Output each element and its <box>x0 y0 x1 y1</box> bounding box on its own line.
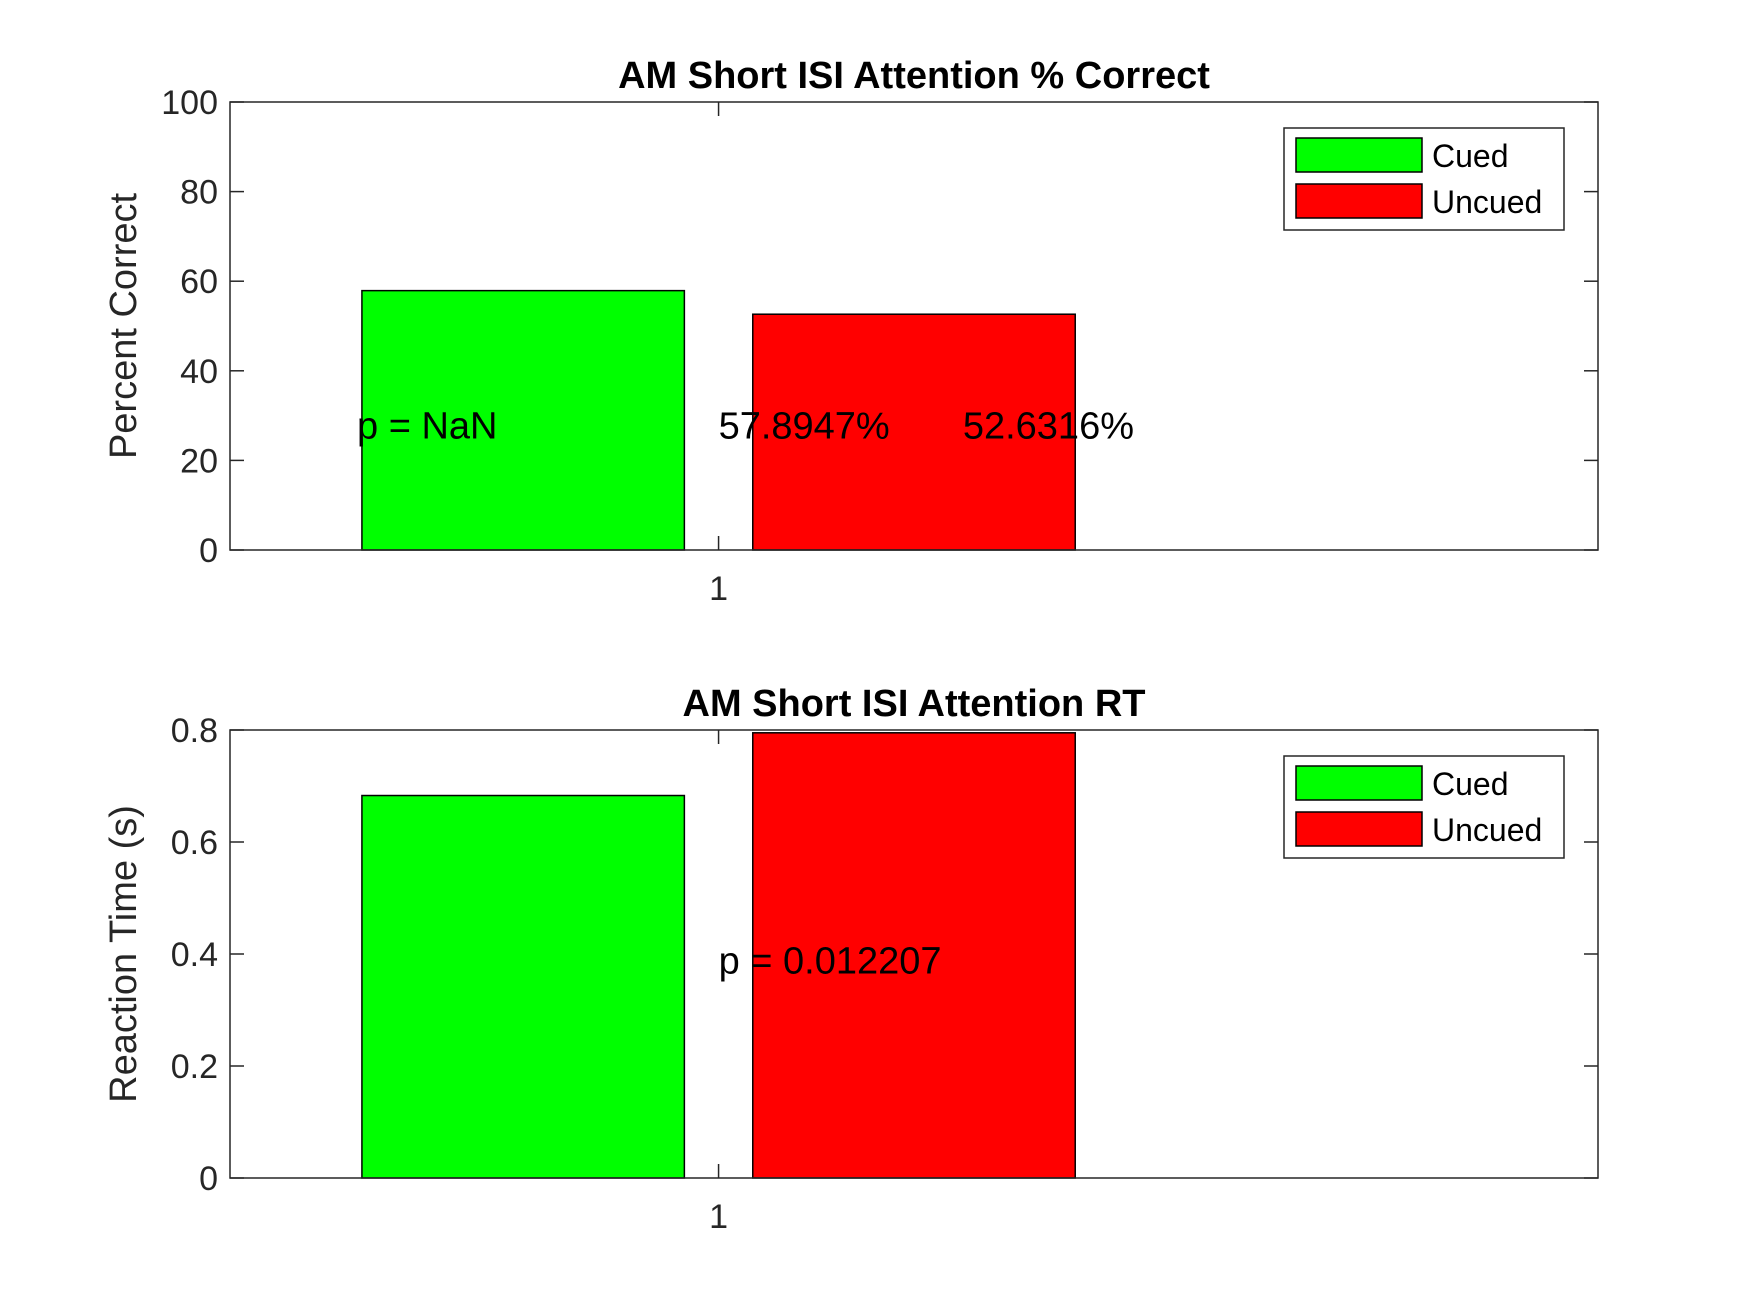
legend-label-cued: Cued <box>1432 766 1509 802</box>
x-tick-label: 1 <box>709 570 728 608</box>
annotation-text: 57.8947% <box>719 406 890 448</box>
axes-box <box>229 101 1599 551</box>
x-tick-label: 1 <box>709 1198 728 1236</box>
bar-cued <box>361 794 686 1179</box>
legend-label-uncued: Uncued <box>1432 812 1542 848</box>
legend: Cued Uncued <box>1283 755 1565 859</box>
y-tick-label: 80 <box>180 174 218 212</box>
annotation-text: p = 0.012207 <box>719 941 942 983</box>
y-tick-label: 0 <box>199 532 218 570</box>
bar-uncued <box>752 313 1076 551</box>
legend-label-cued: Cued <box>1432 138 1509 174</box>
y-tick-label: 60 <box>180 263 218 301</box>
legend-label-uncued: Uncued <box>1432 184 1542 220</box>
legend-swatch-uncued <box>1295 811 1423 847</box>
y-tick-label: 0.2 <box>171 1048 218 1086</box>
y-tick-label: 100 <box>161 84 218 122</box>
y-axis-label: Percent Correct <box>103 193 145 460</box>
annotation-text: 52.6316% <box>963 406 1134 448</box>
y-tick-label: 40 <box>180 353 218 391</box>
annotation-text: p = NaN <box>357 406 497 448</box>
bar-cued <box>361 289 686 551</box>
y-axis-label: Reaction Time (s) <box>103 805 145 1103</box>
legend-swatch-uncued <box>1295 183 1423 219</box>
legend-swatch-cued <box>1295 765 1423 801</box>
bar-uncued <box>752 732 1076 1179</box>
chart-panel-1: 0 20 40 60 80 100 1 AM Short ISI Attention % Co… <box>103 55 1599 608</box>
y-tick-label: 0 <box>199 1160 218 1198</box>
chart-title: AM Short ISI Attention % Correct <box>618 55 1210 97</box>
legend-swatch-cued <box>1295 137 1423 173</box>
chart-title: AM Short ISI Attention RT <box>683 683 1146 725</box>
y-tick-label: 20 <box>180 442 218 480</box>
y-tick-label: 0.8 <box>171 712 218 750</box>
legend: Cued Uncued <box>1283 127 1565 231</box>
y-tick-label: 0.6 <box>171 824 218 862</box>
chart-panel-2: 0 0.2 0.4 0.6 0.8 1 AM Short ISI Attention RT R… <box>103 683 1599 1236</box>
y-tick-label: 0.4 <box>171 936 218 974</box>
